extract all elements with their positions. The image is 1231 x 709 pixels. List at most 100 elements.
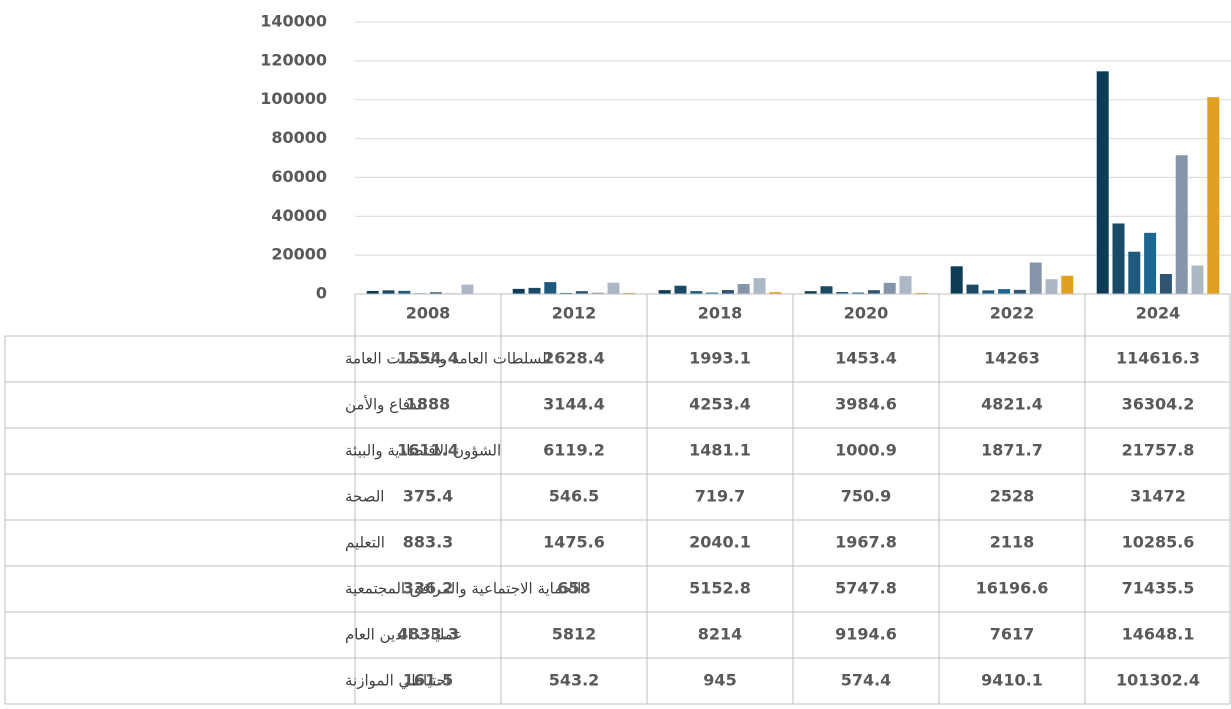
x-tick-label: 2024 (1136, 304, 1181, 323)
bar (528, 287, 541, 294)
bar (1175, 155, 1188, 294)
row-label: احتياطي الموازنة (345, 672, 450, 691)
bar (623, 292, 636, 294)
bar (867, 290, 880, 294)
bar (998, 289, 1011, 294)
table-cell: 4821.4 (981, 395, 1043, 414)
table-cell: 3144.4 (543, 395, 605, 414)
row-label: الحماية الاجتماعية والمرافق المجتمعية (345, 580, 581, 598)
bar (398, 290, 411, 294)
bar (982, 290, 995, 294)
table-cell: 71435.5 (1122, 579, 1195, 598)
table-cell: 2040.1 (689, 533, 751, 552)
row-label: الصحة (345, 488, 384, 506)
table-cell: 7617 (990, 625, 1035, 644)
bar (1045, 279, 1058, 294)
bar (883, 282, 896, 294)
bar (721, 290, 734, 294)
table-cell: 16196.6 (976, 579, 1049, 598)
table-cell: 1888 (406, 395, 451, 414)
y-tick-label: 0 (316, 284, 327, 303)
bar (852, 292, 865, 294)
table-cell: 21757.8 (1122, 441, 1195, 460)
table-cell: 5812 (552, 625, 597, 644)
table-cell: 4833.3 (397, 625, 459, 644)
bar (804, 291, 817, 294)
table-cell: 1475.6 (543, 533, 605, 552)
bar (1191, 265, 1204, 294)
y-tick-label: 120000 (260, 50, 327, 69)
bar (915, 292, 928, 294)
table-cell: 10285.6 (1122, 533, 1195, 552)
table-cell: 5747.8 (835, 579, 897, 598)
bar (512, 288, 525, 294)
x-tick-label: 2020 (844, 304, 889, 323)
bar (836, 292, 849, 294)
table-cell: 1453.4 (835, 349, 897, 368)
table-cell: 883.3 (403, 533, 454, 552)
bar (1144, 232, 1157, 294)
bar (382, 290, 395, 294)
row-label: الدفاع والأمن (345, 395, 427, 414)
table-cell: 1871.7 (981, 441, 1043, 460)
x-tick-label: 2012 (552, 304, 597, 323)
table-cell: 31472 (1130, 487, 1186, 506)
bar (737, 283, 750, 294)
bar (1029, 262, 1042, 294)
table-cell: 658 (557, 579, 590, 598)
row-label: السلطات العامة والخدمات العامة (345, 350, 551, 368)
bar (674, 285, 687, 294)
table-cell: 543.2 (549, 671, 600, 690)
table-cell: 375.4 (403, 487, 454, 506)
bar (560, 292, 573, 294)
y-tick-label: 80000 (271, 128, 327, 147)
table-cell: 574.4 (841, 671, 892, 690)
table-cell: 1554.4 (397, 349, 459, 368)
table-cell: 161.5 (403, 671, 454, 690)
row-label: عمليات الدين العام (345, 626, 462, 644)
table-cell: 9194.6 (835, 625, 897, 644)
table-cell: 546.5 (549, 487, 600, 506)
table-cell: 14263 (984, 349, 1040, 368)
x-tick-label: 2018 (698, 304, 743, 323)
bar (1061, 275, 1074, 294)
bar (429, 292, 442, 294)
table-cell: 6119.2 (543, 441, 605, 460)
bar (753, 278, 766, 294)
bar (591, 292, 604, 294)
y-tick-label: 20000 (271, 245, 327, 264)
table-cell: 750.9 (841, 487, 892, 506)
bar (366, 290, 379, 294)
bar (950, 266, 963, 294)
table-cell: 4253.4 (689, 395, 751, 414)
y-tick-label: 100000 (260, 89, 327, 108)
bar (966, 284, 979, 294)
table-cell: 36304.2 (1122, 395, 1195, 414)
y-tick-label: 40000 (271, 206, 327, 225)
table-cell: 719.7 (695, 487, 746, 506)
table-cell: 1993.1 (689, 349, 751, 368)
table-cell: 114616.3 (1116, 349, 1200, 368)
table-cell: 3984.6 (835, 395, 897, 414)
row-label: الشؤون الاقتصادية والبيئة (345, 442, 501, 460)
x-tick-label: 2022 (990, 304, 1035, 323)
bar (1207, 97, 1220, 295)
table-cell: 5152.8 (689, 579, 751, 598)
bar (690, 291, 703, 294)
bar (1159, 274, 1172, 294)
table-cell: 8214 (698, 625, 743, 644)
bar (706, 292, 719, 294)
bar (1013, 289, 1026, 294)
table-cell: 2528 (990, 487, 1035, 506)
row-label: التعليم (345, 534, 385, 552)
bar (1128, 251, 1141, 294)
table-cell: 1967.8 (835, 533, 897, 552)
table-cell: 336.2 (403, 579, 454, 598)
table-cell: 1000.9 (835, 441, 897, 460)
bar (607, 282, 620, 294)
bar (575, 291, 588, 294)
bar (899, 276, 912, 294)
x-tick-label: 2008 (406, 304, 451, 323)
table-cell: 9410.1 (981, 671, 1043, 690)
